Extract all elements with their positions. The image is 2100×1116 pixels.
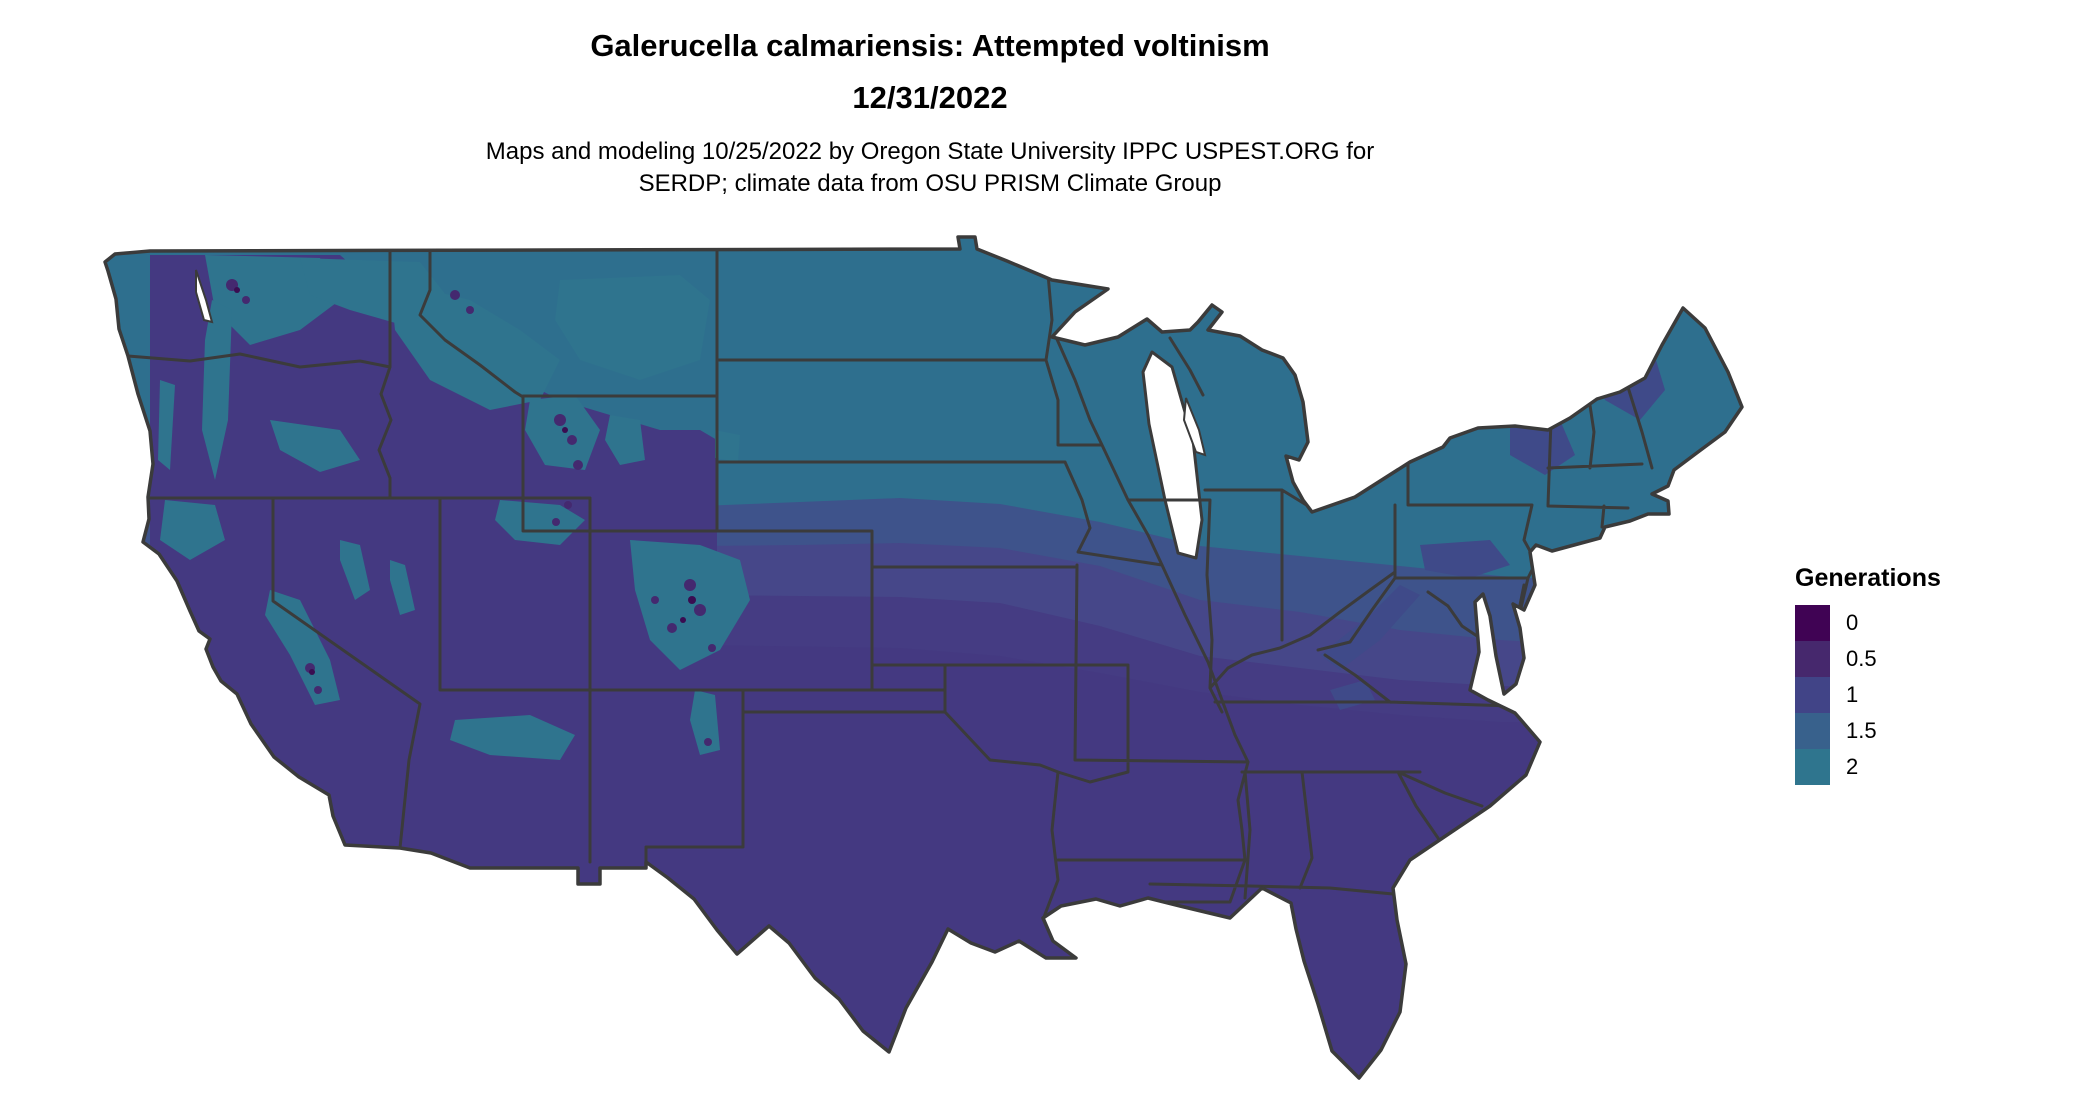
legend-entry: 1.5 [1795,713,1941,749]
zero-generation-dark-spots [234,287,696,675]
green-bay [1182,397,1207,457]
lake-michigan [1141,350,1204,560]
legend: Generations 0 0.5 1 1.5 2 [1795,564,1941,785]
legend-rows: 0 0.5 1 1.5 2 [1795,605,1941,785]
puget-sound [195,269,214,324]
high-elevation-dark-patches [226,279,716,746]
mountain-teal-patches [158,255,750,760]
legend-entry: 1 [1795,677,1941,713]
legend-label: 1.5 [1846,718,1877,743]
legend-swatch [1795,677,1830,713]
legend-label: 2 [1846,754,1859,779]
map-date: 12/31/2022 [852,80,1008,115]
legend-label: 1 [1846,682,1859,707]
legend-label: 0 [1846,610,1859,635]
legend-entry: 0.5 [1795,641,1941,677]
legend-swatch [1795,641,1830,677]
legend-title: Generations [1795,564,1941,592]
legend-entry: 2 [1795,749,1941,785]
legend-swatch [1795,713,1830,749]
lakes [195,269,1207,560]
legend-entry: 0 [1795,605,1941,641]
state-borders [126,249,1654,940]
subtitle-line-1: Maps and modeling 10/25/2022 by Oregon S… [485,138,1375,165]
legend-label: 0.5 [1846,646,1877,671]
page-title: Galerucella calmariensis: Attempted volt… [590,28,1270,63]
legend-swatch [1795,605,1830,641]
subtitle-line-2: SERDP; climate data from OSU PRISM Clima… [638,170,1222,197]
legend-swatch [1795,749,1830,785]
